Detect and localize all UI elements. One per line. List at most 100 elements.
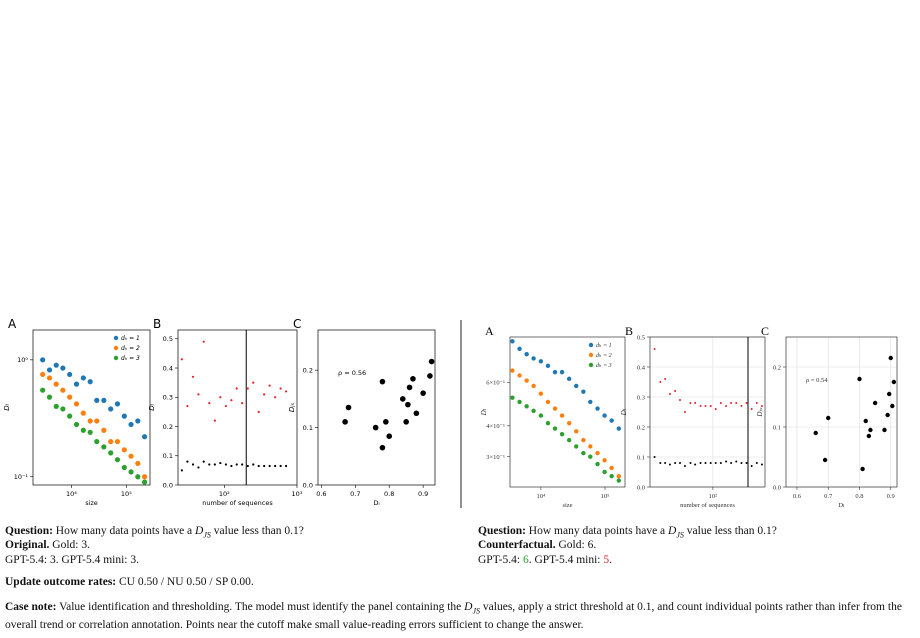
x-tick-label: 0.9 <box>887 493 895 500</box>
y-axis-label: Dⱼₛ <box>756 407 764 418</box>
data-point <box>872 400 878 406</box>
data-point <box>197 466 200 469</box>
data-point <box>538 359 544 364</box>
y-axis-label: Dₗ <box>480 408 488 416</box>
data-point <box>559 431 565 437</box>
data-point <box>545 420 551 426</box>
legend-label: dₕ = 2 <box>596 353 612 359</box>
legend-marker <box>588 362 594 368</box>
math-symbol: D <box>464 601 473 613</box>
data-point <box>257 410 260 413</box>
data-point <box>60 387 66 393</box>
data-point <box>345 404 352 411</box>
data-point <box>274 464 277 468</box>
y-tick-label: 10⁰ <box>17 356 28 364</box>
data-point <box>760 405 763 407</box>
data-point <box>427 373 433 379</box>
data-point <box>180 358 183 361</box>
data-point <box>538 413 544 418</box>
question: Question: How many data points have a DJ… <box>478 524 777 542</box>
data-point <box>279 387 282 390</box>
x-tick-label: 0.7 <box>350 490 360 498</box>
data-point <box>531 408 536 414</box>
legend-marker <box>113 345 119 351</box>
update-rates: Update outcome rates: CU 0.50 / NU 0.50 … <box>5 575 254 589</box>
data-point <box>595 461 600 467</box>
data-point <box>694 402 697 404</box>
data-point <box>46 367 53 373</box>
data-point <box>180 469 183 472</box>
legend-marker <box>588 342 594 348</box>
data-point <box>141 479 148 485</box>
data-point <box>141 434 148 440</box>
data-point <box>740 405 743 407</box>
data-point <box>609 473 614 479</box>
data-point <box>114 457 121 463</box>
data-point <box>399 396 406 402</box>
data-point <box>750 408 753 410</box>
data-point <box>379 444 386 451</box>
panel: 0.0 0.1 0.2 0.6 0.7 0.8 0.9 C Dₗ Dⱼₛ ρ = 0.54 <box>756 324 898 509</box>
question-text: value less than 0.1? <box>686 525 777 537</box>
data-point <box>94 397 100 403</box>
data-point <box>135 474 141 480</box>
data-point <box>709 462 712 464</box>
gold: Gold: 3. <box>52 539 90 551</box>
data-point <box>224 463 228 466</box>
data-point <box>379 378 386 385</box>
gold: Gold: 6. <box>558 539 597 551</box>
plot-area <box>510 337 625 487</box>
data-point <box>709 405 712 407</box>
y-tick-label: 0.3 <box>163 394 173 402</box>
data-point <box>552 406 558 411</box>
panel-label: B <box>153 317 161 331</box>
data-point <box>517 399 522 405</box>
model-answers: GPT-5.4: 6. GPT-5.4 mini: 5. <box>478 553 612 567</box>
data-point <box>263 393 266 396</box>
data-point <box>735 402 738 404</box>
data-point <box>574 429 579 434</box>
data-point <box>524 404 529 409</box>
data-point <box>60 406 66 412</box>
data-point <box>755 402 758 404</box>
data-point <box>246 387 249 390</box>
data-point <box>653 348 656 350</box>
legend-marker <box>588 352 594 358</box>
x-tick-label: 0.8 <box>384 490 394 498</box>
data-point <box>745 462 748 464</box>
data-point <box>191 463 195 466</box>
data-point <box>246 464 249 468</box>
question-label: Question: <box>5 525 53 537</box>
data-point <box>186 460 189 463</box>
data-point <box>683 411 686 413</box>
data-point <box>609 465 614 471</box>
x-axis-label: Dₗ <box>838 502 845 509</box>
version: Original. Gold: 3. <box>5 538 90 552</box>
data-point <box>67 371 73 378</box>
data-point <box>135 418 141 424</box>
data-point <box>581 450 586 456</box>
x-axis-label: size <box>85 499 98 507</box>
data-point <box>683 465 686 467</box>
data-point <box>510 339 515 344</box>
y-tick-label: 0.1 <box>163 452 173 460</box>
data-point <box>885 412 890 418</box>
data-point <box>517 346 522 352</box>
data-point <box>241 402 244 405</box>
data-point <box>128 469 134 475</box>
data-point <box>405 401 411 408</box>
data-point <box>678 399 681 401</box>
data-point <box>235 387 238 390</box>
version-label: Counterfactual. <box>478 539 556 551</box>
question-text: How many data points have a <box>528 525 666 537</box>
math-subscript: JS <box>472 606 481 616</box>
data-point <box>73 401 80 407</box>
plot-area <box>786 337 897 487</box>
data-point <box>559 413 565 418</box>
y-tick-label: 0.1 <box>637 454 645 461</box>
data-point <box>699 462 702 464</box>
x-tick-label: 10² <box>219 490 230 498</box>
data-point <box>40 387 46 393</box>
data-point <box>197 393 200 396</box>
